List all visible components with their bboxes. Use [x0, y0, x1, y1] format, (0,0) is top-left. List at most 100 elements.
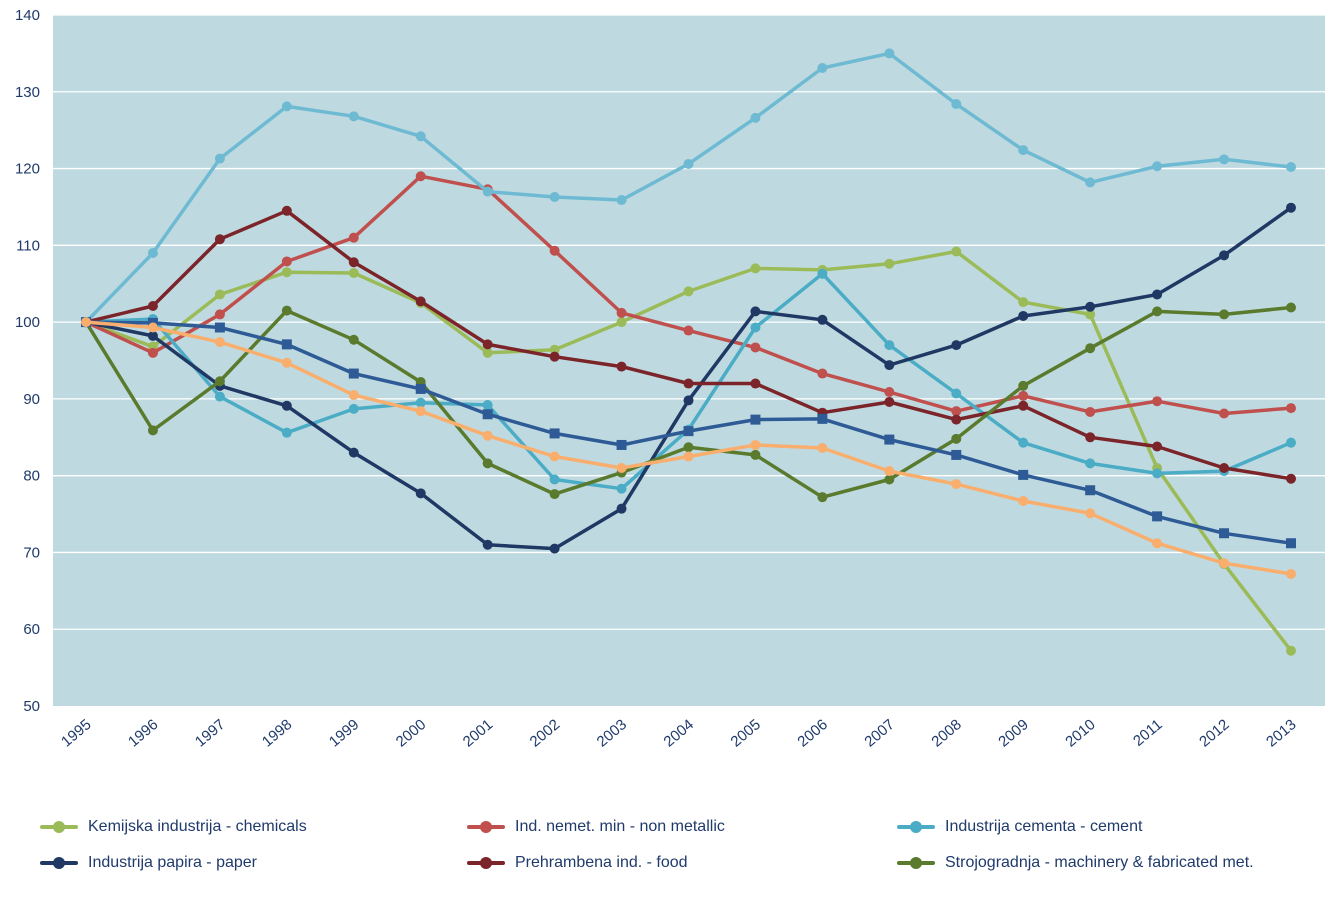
- legend-label: Kemijska industrija - chemicals: [88, 818, 307, 835]
- x-tick-label: 2003: [594, 716, 630, 750]
- data-point: [214, 322, 225, 333]
- data-point: [750, 378, 761, 389]
- data-point: [214, 153, 225, 164]
- x-tick-label: 1997: [192, 716, 228, 750]
- data-point: [683, 395, 694, 406]
- data-point: [482, 339, 493, 350]
- y-tick-label: 60: [23, 621, 40, 638]
- data-point: [482, 458, 493, 469]
- y-tick-label: 140: [15, 7, 40, 24]
- legend-label: Industrija cementa - cement: [945, 818, 1143, 835]
- legend-marker: [53, 821, 65, 833]
- data-point: [951, 433, 962, 444]
- data-point: [1085, 177, 1096, 188]
- data-point: [549, 474, 560, 485]
- data-point: [1219, 528, 1230, 539]
- data-point: [549, 451, 560, 462]
- data-point: [1286, 437, 1296, 448]
- data-point: [1219, 558, 1230, 569]
- data-point: [281, 205, 292, 216]
- data-point: [214, 391, 225, 402]
- data-point: [348, 334, 359, 345]
- data-point: [817, 314, 828, 325]
- data-point: [951, 449, 962, 460]
- data-point: [683, 442, 694, 453]
- y-tick-label: 70: [23, 544, 40, 561]
- data-point: [549, 489, 560, 500]
- data-point: [1085, 458, 1096, 469]
- legend-item-food: Prehrambena ind. - food: [467, 852, 688, 874]
- data-point: [817, 268, 828, 279]
- series-4: [81, 48, 1296, 328]
- data-point: [1286, 473, 1296, 484]
- x-tick-label: 1999: [326, 716, 362, 750]
- legend-item-machinery: Strojogradnja - machinery & fabricated m…: [897, 852, 1254, 874]
- data-point: [415, 488, 426, 499]
- legend-swatch-food: [467, 856, 505, 870]
- x-tick-label: 2012: [1196, 716, 1232, 750]
- data-point: [1085, 406, 1096, 417]
- legend-swatch-chemicals: [40, 820, 78, 834]
- legend-swatch-paper: [40, 856, 78, 870]
- data-point: [281, 101, 292, 112]
- data-point: [1286, 538, 1296, 549]
- data-point: [884, 474, 895, 485]
- legend: Kemijska industrija - chemicals Ind. nem…: [0, 800, 1342, 897]
- data-point: [147, 248, 158, 259]
- x-tick-label: 2000: [393, 716, 429, 750]
- data-point: [683, 325, 694, 336]
- data-point: [1018, 310, 1029, 321]
- data-point: [1018, 437, 1029, 448]
- data-point: [1219, 309, 1230, 320]
- series-layer: [81, 48, 1296, 656]
- data-point: [482, 539, 493, 550]
- data-point: [1152, 441, 1163, 452]
- data-point: [750, 263, 761, 274]
- data-point: [884, 434, 895, 445]
- data-point: [1152, 468, 1163, 479]
- data-point: [482, 347, 493, 358]
- data-point: [1085, 301, 1096, 312]
- legend-swatch-machinery: [897, 856, 935, 870]
- data-point: [281, 339, 292, 350]
- data-point: [884, 396, 895, 407]
- data-point: [348, 368, 359, 379]
- data-point: [951, 414, 962, 425]
- data-point: [817, 443, 828, 454]
- y-tick-label: 100: [15, 314, 40, 331]
- data-point: [549, 245, 560, 256]
- data-point: [1286, 162, 1296, 173]
- legend-label: Industrija papira - paper: [88, 854, 257, 871]
- legend-marker: [910, 821, 922, 833]
- data-point: [147, 322, 158, 333]
- data-point: [549, 351, 560, 362]
- data-point: [683, 426, 694, 437]
- data-point: [1219, 154, 1230, 165]
- data-point: [616, 361, 627, 372]
- data-point: [1286, 568, 1296, 579]
- y-tick-label: 90: [23, 391, 40, 408]
- data-point: [750, 414, 761, 425]
- data-point: [1018, 390, 1029, 401]
- data-point: [1152, 161, 1163, 172]
- data-point: [884, 466, 895, 477]
- x-tick-label: 2004: [661, 716, 697, 750]
- data-point: [482, 409, 493, 420]
- series-9: [81, 317, 1296, 579]
- x-tick-label: 1995: [58, 716, 94, 750]
- legend-label: Ind. nemet. min - non metallic: [515, 818, 725, 835]
- data-point: [951, 246, 962, 257]
- data-point: [415, 296, 426, 307]
- data-point: [549, 543, 560, 554]
- data-point: [147, 347, 158, 358]
- data-point: [884, 48, 895, 59]
- data-point: [1085, 309, 1096, 320]
- y-axis-ticks: 50 60 70 80 90 100 110 120 130 140: [15, 7, 40, 715]
- data-point: [214, 309, 225, 320]
- data-point: [147, 425, 158, 436]
- data-point: [81, 317, 91, 328]
- data-point: [884, 258, 895, 269]
- data-point: [482, 430, 493, 441]
- data-point: [415, 383, 426, 394]
